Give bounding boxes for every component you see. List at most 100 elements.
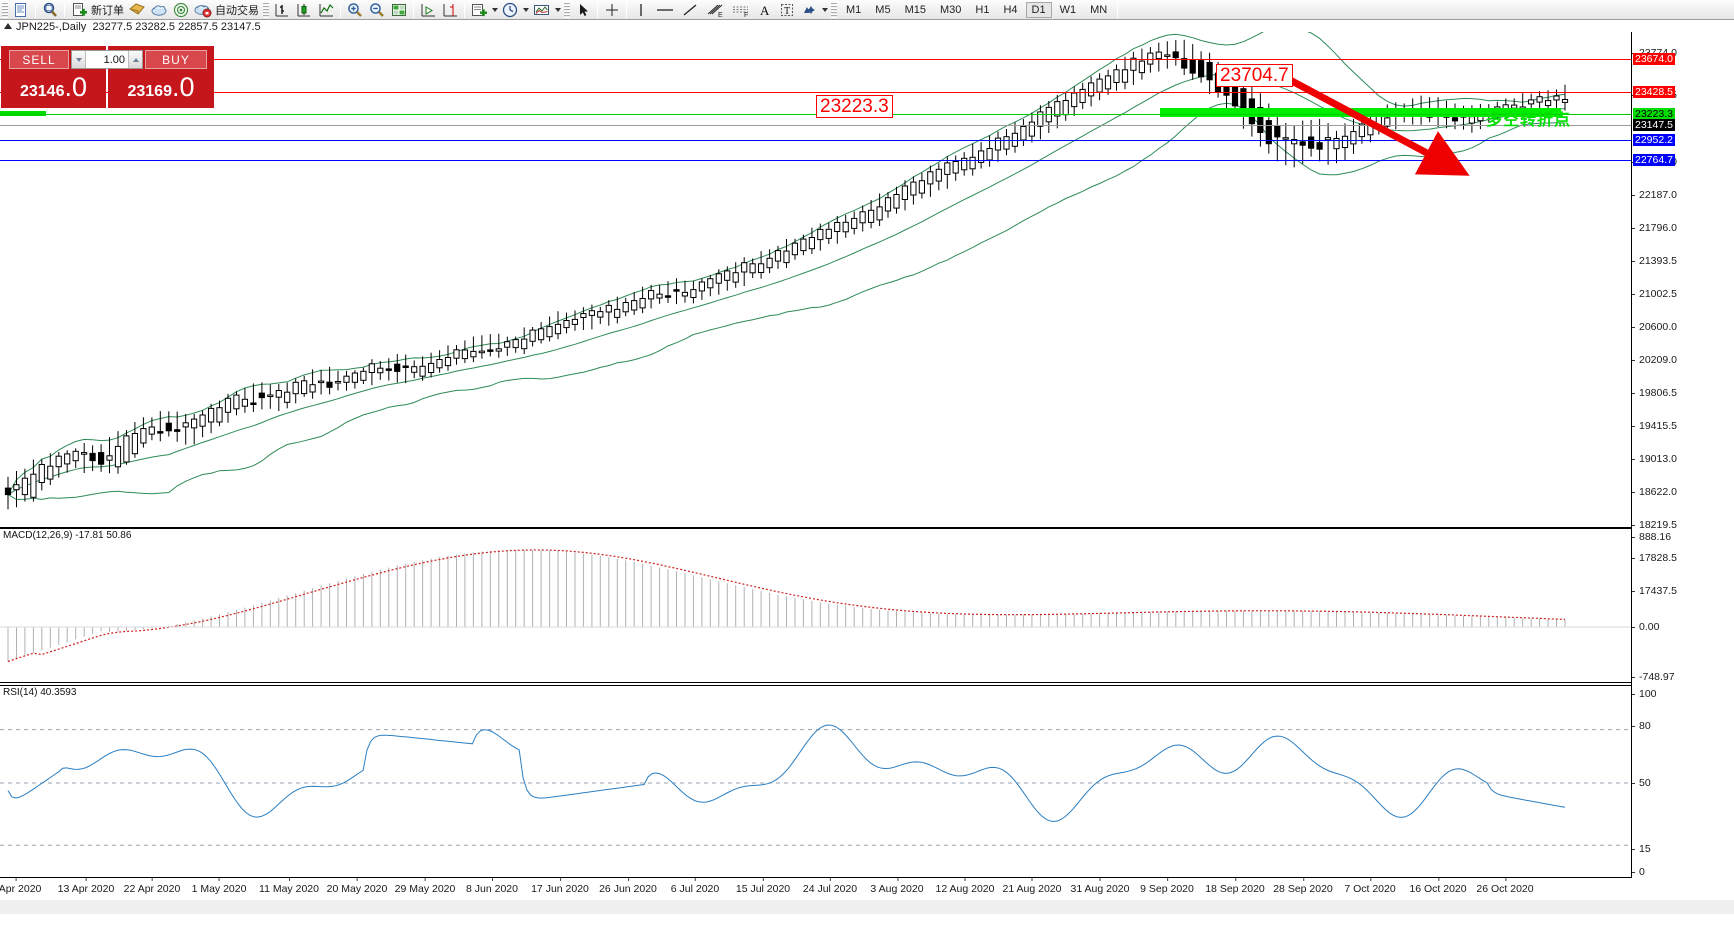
candlestick-chart-icon[interactable] [294,1,314,19]
market-watch-icon[interactable] [149,1,169,19]
volume-stepper[interactable]: 1.00 [71,50,143,69]
crosshair-icon[interactable] [602,1,622,19]
price-tick: 17437.5 [1632,585,1677,597]
period-icon[interactable] [500,1,520,19]
date-tick: 15 Jul 2020 [735,878,791,895]
indicators-icon[interactable] [469,1,489,19]
zoom-in-icon[interactable] [345,1,365,19]
toolbar-grip[interactable] [831,1,837,18]
toolbar-separator [413,1,414,18]
timeframe-mn[interactable]: MN [1090,3,1108,16]
price-scale[interactable]: 23774.023571.522578.022187.021796.021393… [1631,32,1734,878]
toolbar-grip[interactable] [564,1,570,18]
rsi-tick: 100 [1632,688,1657,700]
horizontal-line-icon[interactable] [653,1,677,19]
bar-chart-icon[interactable] [272,1,292,19]
macd-tick: 888.16 [1632,531,1671,543]
trendline-icon[interactable] [679,1,701,19]
date-tick: 24 Jul 2020 [802,878,858,895]
svg-text:F: F [744,12,748,18]
svg-text:T: T [784,6,790,17]
new-order-label[interactable]: 新订单 [91,4,124,17]
rsi-tick: 0 [1632,866,1645,878]
timeframe-m30[interactable]: M30 [939,3,962,16]
date-tick: 29 May 2020 [394,878,456,895]
new-order-icon[interactable] [69,1,89,19]
toolbar-separator [626,1,627,18]
volume-increase-button[interactable] [128,51,142,68]
open-chart-icon[interactable] [40,1,60,19]
date-tick: 22 Apr 2020 [123,878,181,895]
sell-price[interactable]: 23146 .0 [1,72,106,108]
one-click-trade-panel[interactable]: SELL 1.00 BUY 23146 .0 23169 .0 [1,46,214,108]
vertical-line-icon[interactable] [631,1,651,19]
shapes-dropdown-icon[interactable] [820,1,829,19]
svg-text:E: E [718,12,723,18]
level-line-23428 [0,92,1631,93]
channel-icon[interactable]: F [729,1,753,19]
chevron-down-icon [75,57,82,62]
timeframe-d1[interactable]: D1 [1025,1,1052,18]
line-chart-icon[interactable] [316,1,336,19]
volume-value[interactable]: 1.00 [103,53,125,66]
period-dropdown-icon[interactable] [521,1,530,19]
date-tick: 11 May 2020 [259,878,319,895]
timeframe-m1[interactable]: M1 [846,3,862,16]
horizontal-scrollbar[interactable] [0,900,1734,914]
annotation-box-right[interactable]: 23704.7 [1216,64,1293,87]
navigator-icon[interactable] [171,1,191,19]
price-tick: 21796.0 [1632,222,1677,234]
toolbar-separator [597,1,598,18]
indicators-dropdown-icon[interactable] [490,1,499,19]
zoom-out-icon[interactable] [367,1,387,19]
timeframe-h4[interactable]: H4 [1003,3,1018,16]
timeframe-m5[interactable]: M5 [875,3,891,16]
main-toolbar: 新订单 自动交易 [0,0,1734,20]
chart-shift-icon[interactable] [440,1,460,19]
price-level-box: 22952.2 [1633,134,1675,146]
new-chart-icon[interactable] [11,1,31,19]
rsi-pane[interactable]: RSI(14) 40.3593 [0,685,1631,878]
price-level-box: 23428.5 [1633,86,1675,98]
annotation-box-left[interactable]: 23223.3 [816,95,893,118]
shapes-icon[interactable] [799,1,819,19]
chart-window: JPN225-,Daily 23277.5 23282.5 22857.5 23… [0,20,1734,943]
rsi-tick: 15 [1632,843,1651,855]
date-tick: 3 Aug 2020 [870,878,924,895]
chart-symbol-label: JPN225-,Daily [16,21,87,33]
chinese-annotation-label[interactable]: 多空转折点 [1486,112,1572,129]
buy-price[interactable]: 23169 .0 [108,72,214,108]
text-label-icon[interactable]: A [755,1,775,19]
toolbar-grip[interactable] [2,1,8,18]
profiles-icon[interactable] [127,1,147,19]
buy-button[interactable]: BUY [145,50,207,69]
date-tick: 16 Oct 2020 [1409,878,1467,895]
grid-icon[interactable] [389,1,409,19]
text-box-icon[interactable]: T [777,1,797,19]
price-tick: 19013.0 [1632,453,1677,465]
auto-scroll-icon[interactable] [418,1,438,19]
price-chart-canvas [4,32,1569,510]
timeframe-w1[interactable]: W1 [1059,3,1077,16]
volume-decrease-button[interactable] [72,51,86,68]
date-tick: 18 Sep 2020 [1205,878,1265,895]
toolbar-grip[interactable] [263,1,269,18]
macd-pane[interactable]: MACD(12,26,9) -17.81 50.86 [0,528,1631,683]
buy-price-integer: 23169 [127,83,172,100]
autotrading-label[interactable]: 自动交易 [215,4,259,17]
timeframe-h1[interactable]: H1 [975,3,990,16]
fibonacci-icon[interactable]: E [703,1,727,19]
sell-button[interactable]: SELL [9,50,69,69]
macd-label: MACD(12,26,9) -17.81 50.86 [3,530,132,541]
date-tick: 21 Aug 2020 [1002,878,1062,895]
terminal-icon[interactable] [193,1,213,19]
timeframe-m15[interactable]: M15 [904,3,926,16]
green-support-band-left [0,111,46,116]
level-line-22952 [0,140,1631,141]
templates-dropdown-icon[interactable] [553,1,562,19]
collapse-triangle-icon[interactable] [4,23,12,29]
date-tick: 13 Apr 2020 [57,878,115,895]
price-pane[interactable]: 23223.3 23704.7 多空转折点 SELL 1.00 BUY [0,32,1631,528]
cursor-icon[interactable] [573,1,593,19]
templates-icon[interactable] [531,1,552,19]
